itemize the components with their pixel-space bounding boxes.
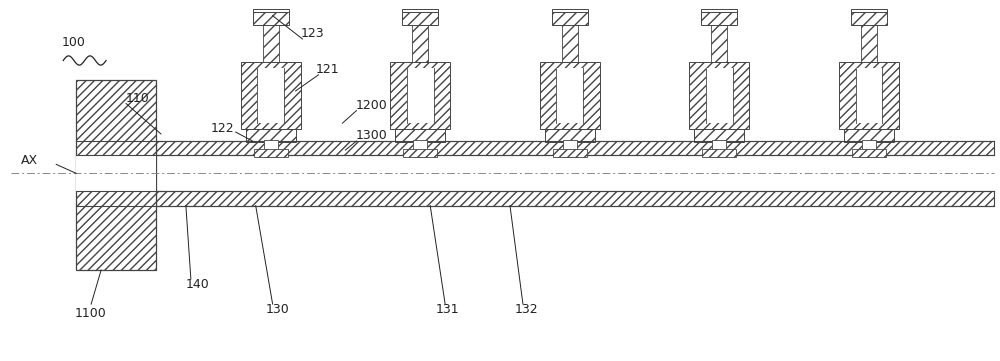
Bar [76, 156, 156, 191]
Text: 132: 132 [515, 303, 539, 316]
Bar [156, 141, 994, 156]
Bar [851, 9, 887, 12]
Bar [412, 25, 428, 62]
Bar [241, 62, 301, 129]
Bar [403, 149, 437, 157]
Bar [556, 68, 583, 123]
Bar [563, 140, 577, 157]
Bar [156, 191, 994, 205]
Bar [395, 129, 445, 142]
Text: 121: 121 [316, 63, 339, 76]
Bar [851, 12, 887, 25]
Text: AX: AX [21, 155, 38, 168]
Bar [76, 80, 156, 270]
Bar [402, 9, 438, 12]
Bar [254, 149, 288, 157]
Bar [552, 12, 588, 25]
Bar [689, 62, 749, 129]
Bar [694, 129, 744, 142]
Text: 1300: 1300 [355, 129, 387, 142]
Text: 130: 130 [266, 303, 289, 316]
Bar [246, 129, 296, 142]
Bar [545, 129, 595, 142]
Bar [263, 25, 279, 62]
Bar [711, 25, 727, 62]
Text: 140: 140 [186, 278, 210, 291]
Bar [156, 156, 994, 191]
Bar [552, 9, 588, 12]
Bar [264, 140, 278, 157]
Text: 123: 123 [301, 27, 324, 40]
Bar [862, 140, 876, 157]
Bar [701, 12, 737, 25]
Bar [852, 149, 886, 157]
Text: 1200: 1200 [355, 99, 387, 112]
Bar [257, 68, 284, 123]
Bar [839, 62, 899, 129]
Bar [706, 68, 733, 123]
Bar [562, 25, 578, 62]
Bar [712, 140, 726, 157]
Text: 122: 122 [211, 122, 234, 135]
Bar [413, 140, 427, 157]
Bar [844, 129, 894, 142]
Bar [861, 25, 877, 62]
Bar [402, 12, 438, 25]
Text: 100: 100 [61, 36, 85, 49]
Text: 110: 110 [126, 92, 150, 105]
Bar [253, 12, 289, 25]
Bar [407, 68, 434, 123]
Text: 1100: 1100 [74, 306, 106, 319]
Bar [856, 68, 882, 123]
Bar [553, 149, 587, 157]
Bar [701, 9, 737, 12]
Bar [702, 149, 736, 157]
Bar [390, 62, 450, 129]
Bar [540, 62, 600, 129]
Text: 131: 131 [435, 303, 459, 316]
Bar [253, 9, 289, 12]
